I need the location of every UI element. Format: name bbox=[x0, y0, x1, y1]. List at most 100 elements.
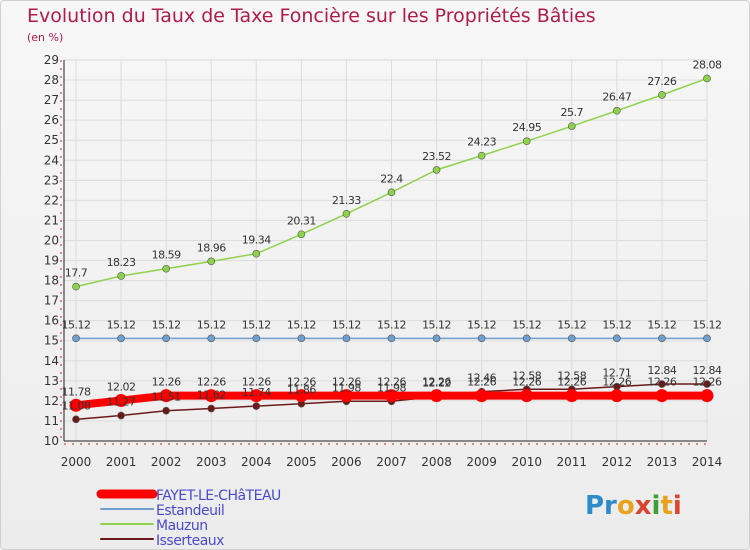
data-label: 12.58 bbox=[557, 369, 586, 382]
data-labels: 15.12 15.12 15.12 15.12 15.12 15.12 15.12 15.12… bbox=[62, 58, 723, 412]
data-label: 11.08 bbox=[62, 399, 91, 412]
y-tick-label: 29 bbox=[44, 53, 59, 67]
data-point bbox=[658, 380, 666, 388]
data-point bbox=[703, 380, 711, 388]
data-label: 15.12 bbox=[152, 318, 181, 331]
data-point bbox=[565, 389, 579, 403]
data-point bbox=[72, 282, 80, 291]
x-tick-label: 2010 bbox=[511, 455, 542, 469]
x-tick-label: 2008 bbox=[421, 455, 452, 469]
chart-title: Evolution du Taux de Taxe Foncière sur l… bbox=[27, 5, 596, 27]
data-point bbox=[342, 334, 351, 343]
y-tick-label: 11 bbox=[44, 414, 59, 428]
data-point bbox=[477, 151, 486, 160]
data-label: 17.7 bbox=[65, 267, 88, 280]
data-point bbox=[252, 334, 261, 343]
data-label: 24.23 bbox=[467, 136, 496, 149]
legend-label: FAYET-LE-CHâTEAU bbox=[156, 488, 281, 504]
data-point bbox=[658, 91, 666, 99]
data-point bbox=[520, 389, 534, 403]
x-tick-label: 2012 bbox=[602, 455, 633, 469]
x-tick-label: 2007 bbox=[376, 455, 407, 469]
data-point bbox=[69, 398, 83, 412]
data-label: 12.26 bbox=[152, 376, 181, 389]
data-label: 11.62 bbox=[197, 389, 226, 402]
data-point bbox=[658, 334, 666, 343]
data-point bbox=[204, 389, 218, 403]
data-label: 12.26 bbox=[557, 376, 586, 389]
data-label: 11.98 bbox=[332, 381, 361, 394]
x-tick-label: 2004 bbox=[241, 455, 272, 469]
data-point bbox=[613, 334, 621, 343]
data-label: 18.96 bbox=[197, 241, 226, 254]
data-label: 12.26 bbox=[422, 376, 451, 389]
data-label: 12.58 bbox=[512, 369, 541, 382]
y-tick-label: 25 bbox=[44, 133, 59, 147]
x-tick-label: 2006 bbox=[331, 455, 362, 469]
data-label: 12.02 bbox=[107, 380, 136, 393]
data-label: 12.22 bbox=[422, 376, 451, 389]
x-tick-label: 2003 bbox=[196, 455, 227, 469]
data-label: 12.26 bbox=[242, 376, 271, 389]
data-point bbox=[522, 334, 531, 343]
data-label: 12.26 bbox=[377, 376, 406, 389]
data-label: 12.26 bbox=[512, 376, 541, 389]
x-tick-label: 2005 bbox=[286, 455, 317, 469]
data-point bbox=[249, 389, 263, 403]
x-tick-label: 2013 bbox=[647, 455, 678, 469]
data-point bbox=[610, 389, 624, 403]
data-label: 12.84 bbox=[693, 364, 722, 377]
data-point bbox=[430, 389, 444, 403]
data-label: 15.12 bbox=[422, 318, 451, 331]
data-point bbox=[72, 415, 80, 424]
legend-label: Mauzun bbox=[156, 518, 208, 534]
data-point bbox=[477, 334, 486, 343]
data-point bbox=[567, 334, 576, 343]
data-label: 15.12 bbox=[467, 318, 496, 331]
data-label: 12.26 bbox=[287, 376, 316, 389]
data-label: 15.12 bbox=[377, 318, 406, 331]
data-label: 15.12 bbox=[647, 318, 676, 331]
data-label: 11.74 bbox=[242, 386, 271, 399]
x-tick-label: 2000 bbox=[61, 455, 92, 469]
y-tick-label: 15 bbox=[44, 334, 59, 348]
data-label: 12.26 bbox=[197, 376, 226, 389]
data-label: 12.26 bbox=[467, 376, 496, 389]
legend-label: Isserteaux bbox=[156, 533, 224, 549]
data-point bbox=[117, 272, 125, 280]
data-label: 15.12 bbox=[62, 318, 91, 331]
data-point bbox=[117, 411, 125, 420]
y-tick-label: 24 bbox=[44, 153, 59, 167]
data-point bbox=[114, 393, 128, 407]
x-tick-label: 2009 bbox=[466, 455, 497, 469]
y-tick-label: 14 bbox=[44, 354, 59, 368]
y-tick-label: 19 bbox=[44, 254, 59, 268]
data-label: 21.33 bbox=[332, 194, 361, 207]
y-tick-label: 18 bbox=[44, 274, 59, 288]
data-label: 12.26 bbox=[332, 376, 361, 389]
x-tick-label: 2014 bbox=[692, 455, 723, 469]
data-point bbox=[432, 334, 441, 343]
data-label: 12.26 bbox=[602, 376, 631, 389]
data-label: 12.26 bbox=[693, 376, 722, 389]
data-label: 27.26 bbox=[647, 75, 676, 88]
data-label: 15.12 bbox=[512, 318, 541, 331]
data-label: 15.12 bbox=[602, 318, 631, 331]
data-label: 12.84 bbox=[647, 364, 676, 377]
data-point bbox=[432, 166, 441, 174]
data-point bbox=[207, 404, 216, 413]
x-tick-label: 2001 bbox=[106, 455, 137, 469]
y-tick-label: 13 bbox=[44, 374, 59, 388]
data-label: 19.34 bbox=[242, 234, 271, 247]
data-label: 28.08 bbox=[693, 58, 722, 71]
y-tick-label: 10 bbox=[44, 434, 59, 448]
series-lines bbox=[69, 74, 714, 424]
legend: FAYET-LE-CHâTEAUEstandeuilMauzunIssertea… bbox=[96, 488, 282, 549]
y-tick-label: 27 bbox=[44, 93, 59, 107]
data-label: 12.26 bbox=[647, 376, 676, 389]
data-label: 11.51 bbox=[152, 391, 181, 404]
data-point bbox=[613, 106, 621, 115]
data-label: 24.95 bbox=[512, 121, 541, 134]
data-label: 11.27 bbox=[107, 396, 136, 409]
